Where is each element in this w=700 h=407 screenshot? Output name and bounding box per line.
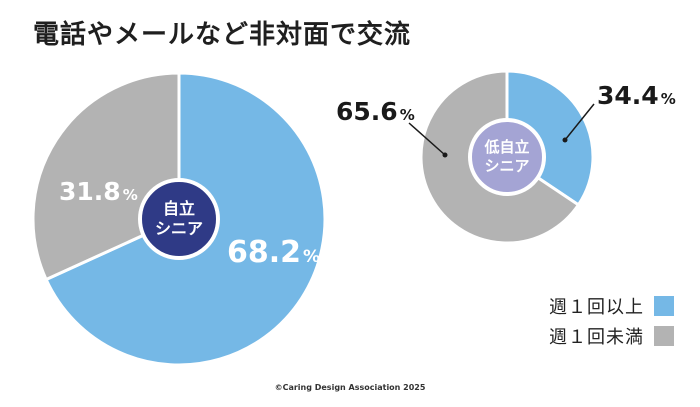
- pie-independent-value-less: 31.8: [59, 177, 121, 206]
- pie-low-leader-dot-weekly: [562, 137, 568, 143]
- pie-independent-label-weekly: 68.2%: [227, 235, 320, 270]
- legend-item-weekly: 週１回以上: [549, 291, 674, 321]
- chart-title: 電話やメールなど非対面で交流: [33, 20, 412, 50]
- legend-label-less: 週１回未満: [549, 327, 644, 348]
- legend-label-weekly: 週１回以上: [549, 297, 644, 318]
- pie-low-label-weekly: 34.4%: [597, 81, 676, 110]
- pie-low-unit-less: %: [400, 106, 415, 124]
- legend: 週１回以上 週１回未満: [549, 291, 674, 351]
- pie-low-value-weekly: 34.4: [597, 81, 659, 110]
- pie-low-label-less: 65.6%: [336, 97, 415, 126]
- copyright: ©Caring Design Association 2025: [274, 383, 426, 392]
- pie-independent-center-line1: 自立: [163, 199, 195, 218]
- pie-independent-unit-less: %: [123, 186, 138, 204]
- pie-low-leader-less: [408, 122, 446, 156]
- pie-low: 低自立 シニア 34.4% 65.6%: [336, 69, 676, 245]
- legend-swatch-less: [654, 326, 674, 346]
- pie-low-center-line1: 低自立: [483, 138, 529, 156]
- legend-swatch-weekly: [654, 296, 674, 316]
- pie-low-value-less: 65.6: [336, 97, 398, 126]
- pie-independent-center: [138, 178, 220, 260]
- pie-low-slice-weekly: [505, 69, 595, 207]
- pie-independent-center-line2: シニア: [155, 219, 203, 238]
- pie-independent-label-less: 31.8%: [59, 177, 138, 206]
- pie-independent-unit-weekly: %: [303, 247, 320, 267]
- pie-low-center: [468, 118, 546, 196]
- pie-low-leader-dot-less: [442, 152, 448, 158]
- pie-independent: 自立 シニア 68.2% 31.8%: [31, 71, 327, 367]
- pie-low-unit-weekly: %: [661, 90, 676, 108]
- pie-low-center-line2: シニア: [484, 157, 529, 175]
- pie-low-leader-weekly: [564, 103, 595, 141]
- legend-item-less: 週１回未満: [549, 321, 674, 351]
- pie-independent-value-weekly: 68.2: [227, 235, 301, 270]
